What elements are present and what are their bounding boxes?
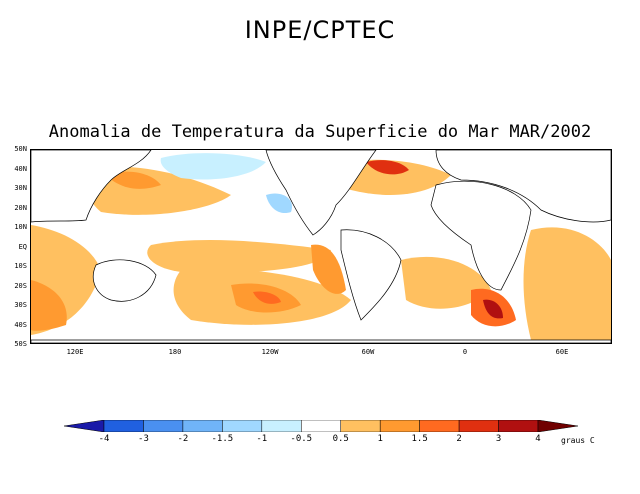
lon-label-180: 180 [168,348,182,356]
anomaly-region [401,256,491,309]
colorbar-swatch [182,420,223,432]
lon-label-60w: 60W [361,348,375,356]
lat-label-10n: 10N [14,223,27,231]
anomaly-region [366,160,409,175]
lat-label-20s: 20S [14,282,27,290]
lat-label-50s: 50S [14,340,27,348]
colorbar-tick-label: 0.5 [332,434,349,444]
lon-label-120e: 120E [66,348,84,356]
colorbar-tick-label: 2 [456,434,462,444]
colorbar-swatch [340,420,381,432]
lat-label-50n: 50N [14,145,27,153]
landmass-africa [430,180,532,291]
lat-label-30n: 30N [14,184,27,192]
colorbar-tick-label: -0.5 [290,434,313,444]
colorbar-tick-label: 3 [495,434,502,444]
anomaly-region [523,227,611,340]
sst-anomaly-map [30,149,612,344]
lat-label-40n: 40N [14,165,27,173]
anomaly-region [483,299,503,319]
colorbar-swatch [261,420,302,432]
colorbar-tick-label: 4 [535,434,541,444]
colorbar-swatch [222,420,263,432]
anomaly-region [31,280,67,331]
landmass-south-america [340,229,402,321]
colorbar-units: graus C [561,436,595,445]
colorbar-swatch [64,420,105,432]
warm-anomaly-regions [31,159,611,340]
continents [31,150,611,343]
colorbar-tick-label: 1 [377,434,383,444]
colorbar-swatch [103,420,144,432]
anomaly-region [266,193,292,214]
page-title: INPE/CPTEC [244,16,396,44]
landmass-eurasia [435,150,611,223]
lon-label-0: 0 [462,348,468,356]
colorbar-swatch [458,420,499,432]
colorbar-swatch [498,420,539,432]
landmass-antarctica [31,339,611,343]
anomaly-region [311,244,346,294]
map-canvas [31,150,611,343]
colorbar-tick-label: -3 [138,434,149,444]
anomaly-region [253,291,281,304]
anomaly-region [160,153,266,180]
anomaly-region [106,171,161,189]
landmass-australia [92,259,157,302]
colorbar-swatch [143,420,184,432]
colorbar [64,420,578,432]
lat-label-20n: 20N [14,204,27,212]
lat-label-40s: 40S [14,321,27,329]
anomaly-region [147,240,331,273]
colorbar-swatch [379,420,420,432]
lat-label-30s: 30S [14,301,27,309]
colorbar-tick-label: -1 [256,434,268,444]
colorbar-tick-label: -1.5 [211,434,234,444]
colorbar-tick-label: -4 [98,434,110,444]
landmass-north-america [265,150,377,236]
map-title: Anomalia de Temperatura da Superficie do… [48,122,592,142]
colorbar-tick-label: 1.5 [411,434,428,444]
colorbar-tick-label: -2 [177,434,189,444]
colorbar-swatch [301,420,341,432]
lon-label-120w: 120W [261,348,279,356]
colorbar-swatch [419,420,460,432]
colorbar-swatch [537,420,578,432]
lat-label-10s: 10S [14,262,27,270]
landmass-asia [31,150,152,223]
lon-label-60e: 60E [555,348,569,356]
lat-label-eq: EQ [18,243,27,251]
cool-anomaly-regions [160,153,292,214]
